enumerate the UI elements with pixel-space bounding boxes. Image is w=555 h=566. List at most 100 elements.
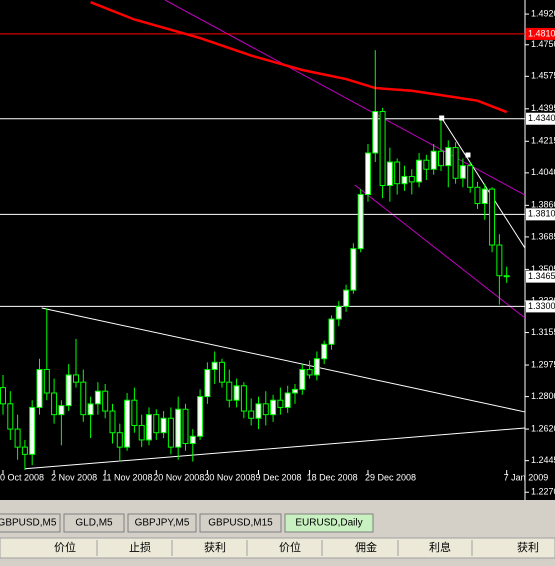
trend-line xyxy=(354,184,525,319)
x-tick-label: 20 Nov 2008 xyxy=(153,472,204,482)
x-tick-label: 29 Dec 2008 xyxy=(365,472,416,482)
candle-body xyxy=(58,405,65,416)
candle-body xyxy=(430,150,437,170)
header-columns: 价位 止损 获利 价位 佣金 利息 获利 xyxy=(54,540,539,556)
candle-body xyxy=(7,403,14,430)
column-header[interactable]: 佣金 xyxy=(355,540,377,554)
tab-label[interactable]: GBPJPY,M5 xyxy=(135,518,190,529)
candle-body xyxy=(138,424,145,441)
y-tick-label: 1.4920 xyxy=(531,8,555,18)
y-tick-label: 1.3685 xyxy=(531,231,555,241)
level-label-bg xyxy=(526,112,555,125)
candle-body xyxy=(401,175,408,185)
candle-body xyxy=(153,414,160,434)
trend-line xyxy=(441,117,525,249)
trend-marker xyxy=(465,152,471,158)
candle-body xyxy=(262,403,269,416)
x-tick-label: 11 Nov 2008 xyxy=(102,472,152,482)
y-tick-label: 1.4215 xyxy=(531,136,555,146)
candle-body xyxy=(364,152,371,196)
candle-body xyxy=(87,403,94,416)
candle-body xyxy=(36,369,43,408)
level-label-bg xyxy=(526,208,555,221)
candle-body xyxy=(335,305,342,320)
y-tick-label: 1.3860 xyxy=(531,200,555,210)
column-header[interactable]: 获利 xyxy=(517,541,539,554)
candle-body xyxy=(416,159,423,183)
bid-label-bg xyxy=(526,270,555,283)
candle-body xyxy=(51,392,58,416)
candle-body xyxy=(21,446,28,455)
candle-body xyxy=(248,410,255,419)
candle-body xyxy=(379,111,386,186)
tab-label[interactable]: GLD,M5 xyxy=(75,518,113,529)
trend-line xyxy=(24,427,525,470)
tab[interactable] xyxy=(63,513,125,533)
candle-body xyxy=(80,381,87,416)
x-tick-label: 0 Oct 2008 xyxy=(0,472,44,482)
y-tick-label: 1.3155 xyxy=(531,327,555,337)
table-header xyxy=(0,537,555,559)
candle-body xyxy=(372,111,379,154)
y-tick-label: 1.4575 xyxy=(531,71,555,81)
candle-body xyxy=(218,361,225,383)
column-header[interactable]: 价位 xyxy=(54,540,76,554)
tab-label[interactable]: GBPUSD,M5 xyxy=(0,518,57,529)
tab-label[interactable]: EURUSD,Daily xyxy=(295,518,362,529)
candle-body xyxy=(321,343,328,360)
candle-body xyxy=(43,369,50,394)
candle-body xyxy=(423,159,430,170)
y-tick-label: 1.3330 xyxy=(531,295,555,305)
candle-body xyxy=(386,161,393,186)
trend-marker xyxy=(439,115,445,121)
candle-body xyxy=(131,399,138,426)
candle-body xyxy=(350,248,357,291)
column-header[interactable]: 利息 xyxy=(429,540,451,554)
candle-body xyxy=(145,414,152,441)
column-header[interactable]: 价位 xyxy=(279,540,301,554)
candle-body xyxy=(313,358,320,376)
candle-body xyxy=(270,399,277,416)
candle-body xyxy=(489,188,496,246)
candle-body xyxy=(0,387,6,405)
level-label: 1.3300 xyxy=(528,301,555,311)
candle-body xyxy=(255,403,262,419)
candle-body xyxy=(182,408,189,445)
level-label-bg xyxy=(526,27,555,40)
candle-body xyxy=(328,318,335,345)
column-header[interactable]: 止损 xyxy=(129,540,151,554)
tab[interactable] xyxy=(127,513,197,533)
candle-body xyxy=(445,147,452,167)
tab-label[interactable]: GBPUSD,M15 xyxy=(208,518,273,529)
tab[interactable] xyxy=(284,513,374,533)
column-header[interactable]: 获利 xyxy=(204,541,226,554)
candle-body xyxy=(496,244,503,277)
trend-line xyxy=(41,307,525,413)
tab[interactable] xyxy=(0,513,61,533)
candle-body xyxy=(124,399,131,448)
candle-body xyxy=(503,275,510,278)
candle-body xyxy=(65,374,72,407)
bid-label: 1.3465 xyxy=(528,271,555,281)
trend-line xyxy=(164,0,525,196)
candle-body xyxy=(474,186,481,205)
candle-body xyxy=(299,369,306,390)
candle-body xyxy=(14,428,21,448)
candle-body xyxy=(204,369,211,398)
candle-body xyxy=(306,369,313,376)
x-tick-label: 2 Nov 2008 xyxy=(51,472,97,482)
candle-body xyxy=(284,392,291,408)
candle-body xyxy=(211,361,218,371)
candle-body xyxy=(343,289,350,307)
chart-background xyxy=(0,0,555,500)
x-tick-label: 30 Nov 2008 xyxy=(204,472,255,482)
candle-body xyxy=(226,381,233,401)
level-label: 1.4340 xyxy=(528,113,555,123)
candle-body xyxy=(189,435,196,445)
tab[interactable] xyxy=(199,513,282,533)
plot-area xyxy=(0,0,525,470)
moving-average xyxy=(90,1,508,114)
y-tick-label: 1.4395 xyxy=(531,103,555,113)
candle-body xyxy=(291,388,298,394)
